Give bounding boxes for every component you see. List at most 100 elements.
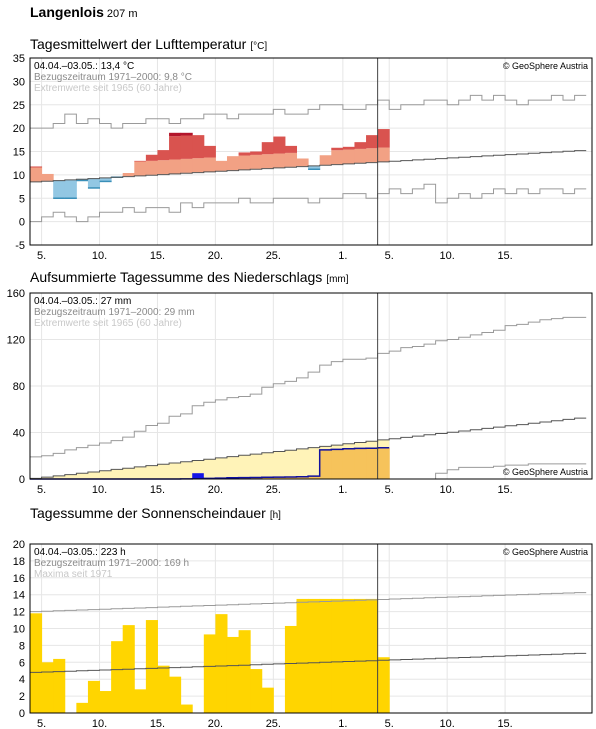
temp-bar-warm xyxy=(145,160,158,175)
x-tick-label: 10. xyxy=(92,250,107,262)
x-tick-label: 10. xyxy=(440,718,455,729)
plot-frame xyxy=(29,57,593,246)
temp-bar-warmer xyxy=(261,142,274,155)
sunshine-bar xyxy=(169,676,182,713)
sunshine-bar xyxy=(145,620,158,713)
y-tick-label: 15 xyxy=(13,147,25,159)
y-tick-label: 16 xyxy=(13,573,25,585)
temp-bar-warmer xyxy=(203,145,216,158)
temp-bar-warm xyxy=(354,148,367,163)
temp-bar-warmer xyxy=(192,135,205,159)
x-tick-label: 10. xyxy=(92,718,107,729)
temp-bar-hot xyxy=(169,132,182,137)
x-tick-label: 1. xyxy=(338,484,347,496)
temp-bar-warm xyxy=(377,147,390,162)
plot-frame xyxy=(29,543,593,714)
sunshine-bar xyxy=(76,702,89,713)
temp-bar-warmer xyxy=(180,135,193,159)
temp-bar-warm xyxy=(203,157,216,172)
temp-bar-cold xyxy=(308,165,321,170)
temp-bar-warmer xyxy=(169,136,182,160)
sunshine-bar xyxy=(296,598,309,713)
info-extremes: Extremwerte seit 1965 (60 Jahre) xyxy=(34,83,182,94)
sunshine-bar xyxy=(284,625,298,713)
temp-bar-warm xyxy=(215,160,228,171)
precip-actual-bar xyxy=(366,448,379,479)
y-tick-label: 160 xyxy=(7,288,25,300)
y-tick-label: 35 xyxy=(13,53,25,65)
max-extreme-line xyxy=(30,316,587,458)
sunshine-bar xyxy=(342,598,355,713)
temp-bar-warm xyxy=(157,160,170,175)
sunshine-bar xyxy=(180,704,193,713)
sunshine-bar xyxy=(308,598,321,713)
temp-bar-warm xyxy=(41,173,54,181)
x-tick-label: 20. xyxy=(208,718,223,729)
x-tick-label: 5. xyxy=(37,484,46,496)
x-tick-label: 5. xyxy=(385,484,394,496)
precip-actual-bar xyxy=(331,449,344,479)
temp-bar-cold xyxy=(64,179,77,199)
y-tick-label: 0 xyxy=(19,217,25,229)
temp-bar-warmer xyxy=(331,147,344,151)
info-reference: Bezugszeitraum 1971–2000: 9,8 °C xyxy=(34,72,192,83)
y-tick-label: 4 xyxy=(19,674,25,686)
temp-bar-warmer xyxy=(342,146,355,150)
temp-bar-warmer xyxy=(284,145,298,153)
temp-bar-warmer xyxy=(250,151,263,155)
precip-actual-bar xyxy=(319,449,332,479)
temp-bar-warm xyxy=(250,154,263,169)
sunshine-bar xyxy=(134,689,147,713)
y-tick-label: 2 xyxy=(19,691,25,703)
y-tick-label: 30 xyxy=(13,76,25,88)
temp-bar-warm xyxy=(122,173,135,177)
y-tick-label: 20 xyxy=(13,123,25,135)
info-extremes: Extremwerte seit 1965 (60 Jahre) xyxy=(34,318,182,329)
x-tick-label: 5. xyxy=(385,718,394,729)
info-reference: Bezugszeitraum 1971–2000: 29 mm xyxy=(34,307,195,318)
temp-bar-warmer xyxy=(377,129,390,148)
x-tick-label: 1. xyxy=(338,718,347,729)
precip-actual-bar xyxy=(273,477,286,479)
temp-bar-warm xyxy=(261,154,274,169)
precip-actual-bar xyxy=(308,476,321,479)
temp-bar-warm xyxy=(169,159,182,174)
info-extremes: Maxima seit 1971 xyxy=(34,569,113,580)
y-tick-label: 40 xyxy=(13,428,25,440)
y-tick-label: 10 xyxy=(13,170,25,182)
temp-bar-warm xyxy=(226,156,240,171)
sunshine-bar xyxy=(30,613,43,713)
sunshine-bar xyxy=(215,614,228,713)
temp-bar-warm xyxy=(319,155,332,165)
x-tick-label: 20. xyxy=(208,250,223,262)
x-tick-label: 15. xyxy=(150,484,165,496)
temp-bar-warm xyxy=(296,158,309,167)
sunshine-bar xyxy=(261,687,274,713)
y-tick-label: 8 xyxy=(19,640,25,652)
temp-bar-warm xyxy=(180,158,193,173)
sunshine-bar xyxy=(99,691,112,713)
precip-actual-bar xyxy=(342,448,355,479)
copyright-label: © GeoSphere Austria xyxy=(503,61,588,71)
x-tick-label: 15. xyxy=(150,250,165,262)
x-tick-label: 15. xyxy=(497,250,512,262)
normal-line xyxy=(30,417,587,479)
temp-bar-warm xyxy=(366,148,379,163)
temp-bar-warm xyxy=(284,152,298,167)
temp-bar-warm xyxy=(273,153,286,168)
temp-bar-warmer xyxy=(30,166,43,168)
sunshine-bar xyxy=(354,598,367,713)
y-tick-label: 6 xyxy=(19,657,25,669)
x-tick-label: 5. xyxy=(37,718,46,729)
y-tick-label: 10 xyxy=(13,624,25,636)
temp-bar-warmer xyxy=(145,154,158,161)
station-name: Langenlois xyxy=(30,4,104,20)
max-extreme-line xyxy=(30,94,587,129)
sunshine-bar xyxy=(53,658,66,713)
y-tick-label: 25 xyxy=(13,100,25,112)
sunshine-bar xyxy=(238,630,251,713)
station-elevation: 207 m xyxy=(106,8,138,20)
x-tick-label: 5. xyxy=(37,250,46,262)
x-tick-label: 10. xyxy=(440,250,455,262)
